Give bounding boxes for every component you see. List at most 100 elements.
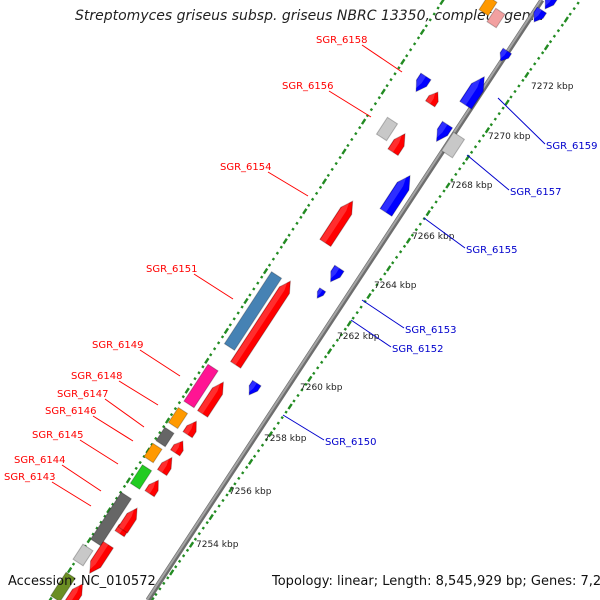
minor-tick: [233, 482, 237, 486]
gene-label-SGR_6156[interactable]: SGR_6156: [282, 81, 334, 92]
gene-SGR_6159[interactable]: [459, 73, 490, 110]
gene-SGR_6158[interactable]: [424, 89, 443, 108]
feature-lightgray-2[interactable]: [72, 543, 94, 567]
minor-tick: [177, 401, 182, 405]
gene-label-SGR_6155[interactable]: SGR_6155: [466, 245, 518, 256]
tick-track-left: [47, 0, 445, 600]
minor-tick: [201, 526, 205, 530]
minor-tick: [434, 200, 438, 204]
genome-title: Streptomyces griseus subsp. griseus NBRC…: [75, 8, 544, 24]
minor-tick: [197, 532, 201, 536]
gene-label-SGR_6145[interactable]: SGR_6145: [32, 430, 84, 441]
gene-label-SGR_6153[interactable]: SGR_6153: [405, 325, 457, 336]
minor-tick: [304, 382, 308, 387]
minor-tick: [350, 137, 354, 142]
gene-SGR_6157[interactable]: [432, 120, 454, 144]
feature-green[interactable]: [129, 464, 153, 490]
kbp-tick-label: 7272 kbp: [531, 82, 574, 92]
gene-SGR_6156[interactable]: [387, 131, 410, 157]
feature-olive[interactable]: [50, 571, 76, 600]
major-tick: [86, 537, 92, 544]
gene-SGR_6153[interactable]: [326, 264, 345, 284]
minor-tick: [410, 233, 415, 237]
minor-tick: [391, 261, 395, 265]
gene-label-SGR_6159[interactable]: SGR_6159: [546, 141, 598, 152]
gene-red-lower[interactable]: [85, 540, 115, 576]
gene-SGR_6154[interactable]: [319, 198, 358, 248]
gene-SGR_6146[interactable]: [156, 454, 176, 477]
gene-SGR_6149[interactable]: [196, 379, 229, 418]
gene-SGR_6148[interactable]: [182, 418, 201, 439]
feature-lightgray-3[interactable]: [440, 131, 466, 159]
minor-tick: [436, 6, 440, 10]
feature-gray-2[interactable]: [89, 491, 133, 547]
gene-label-SGR_6152[interactable]: SGR_6152: [392, 344, 444, 355]
major-tick: [287, 403, 293, 410]
gene-red-bottom[interactable]: [64, 581, 87, 600]
minor-tick: [358, 125, 362, 130]
minor-tick: [162, 424, 166, 429]
feature-orange-1[interactable]: [167, 406, 189, 430]
gene-label-SGR_6147[interactable]: SGR_6147: [57, 389, 109, 400]
feature-steelblue[interactable]: [223, 271, 283, 351]
feature-orange-2[interactable]: [143, 442, 163, 464]
minor-tick: [393, 72, 397, 76]
gene-SGR_6155[interactable]: [379, 172, 416, 217]
minor-tick: [318, 185, 323, 190]
gene-SGR_6147[interactable]: [169, 438, 188, 457]
feature-gray-1[interactable]: [155, 426, 175, 448]
gene-labels: SGR_6158 SGR_6156 SGR_6154 SGR_6151 SGR_6149…: [4, 35, 598, 483]
minor-tick: [517, 84, 521, 88]
gene-SGR_6151[interactable]: [229, 278, 296, 369]
feature-lightgray-1[interactable]: [375, 116, 399, 142]
gene-label-SGR_6143[interactable]: SGR_6143: [4, 472, 56, 483]
minor-tick: [284, 410, 288, 414]
minor-tick: [462, 161, 466, 165]
gene-blue-8[interactable]: [530, 6, 548, 25]
gene-label-SGR_6149[interactable]: SGR_6149: [92, 340, 144, 351]
feature-orange-top[interactable]: [478, 0, 498, 17]
gene-label-SGR_6151[interactable]: SGR_6151: [146, 264, 198, 275]
minor-tick: [489, 123, 493, 127]
gene-SGR_6152[interactable]: [314, 287, 327, 300]
minor-tick: [339, 333, 344, 337]
gene-blue-7[interactable]: [497, 47, 513, 64]
major-tick: [106, 507, 112, 514]
minor-tick: [264, 438, 269, 442]
gene-label-SGR_6157[interactable]: SGR_6157: [510, 187, 562, 198]
major-tick: [524, 71, 530, 79]
major-tick: [188, 541, 195, 548]
leader-line: [118, 380, 159, 406]
minor-tick: [216, 341, 221, 345]
feature-pink-top[interactable]: [486, 7, 506, 29]
gene-blue-9[interactable]: [541, 0, 558, 12]
gene-label-SGR_6154[interactable]: SGR_6154: [220, 162, 272, 173]
kbp-tick-label: 7258 kbp: [264, 434, 307, 444]
minor-tick: [236, 311, 240, 315]
gene-SGR_6150[interactable]: [245, 379, 262, 397]
gene-label-SGR_6158[interactable]: SGR_6158: [316, 35, 368, 46]
gene-label-SGR_6150[interactable]: SGR_6150: [325, 437, 377, 448]
gene-label-SGR_6148[interactable]: SGR_6148: [71, 371, 123, 382]
minor-tick: [552, 34, 557, 38]
minor-tick: [375, 283, 379, 287]
minor-tick: [414, 228, 418, 232]
leader-line: [193, 273, 234, 300]
minor-tick: [166, 576, 170, 580]
minor-tick: [568, 12, 572, 16]
minor-tick: [209, 353, 213, 357]
minor-tick: [232, 317, 236, 321]
gene-SGR_6143[interactable]: [117, 505, 141, 534]
major-tick: [326, 348, 333, 355]
gene-SGR_6145[interactable]: [144, 477, 163, 498]
gene-blue-6[interactable]: [411, 72, 432, 95]
gene-label-SGR_6144[interactable]: SGR_6144: [14, 455, 66, 466]
minor-tick: [477, 139, 482, 143]
minor-tick: [438, 194, 442, 199]
feature-magenta[interactable]: [183, 363, 219, 409]
gene-label-SGR_6146[interactable]: SGR_6146: [45, 406, 97, 417]
minor-tick: [193, 377, 197, 381]
minor-tick: [379, 277, 383, 282]
minor-tick: [275, 251, 280, 255]
